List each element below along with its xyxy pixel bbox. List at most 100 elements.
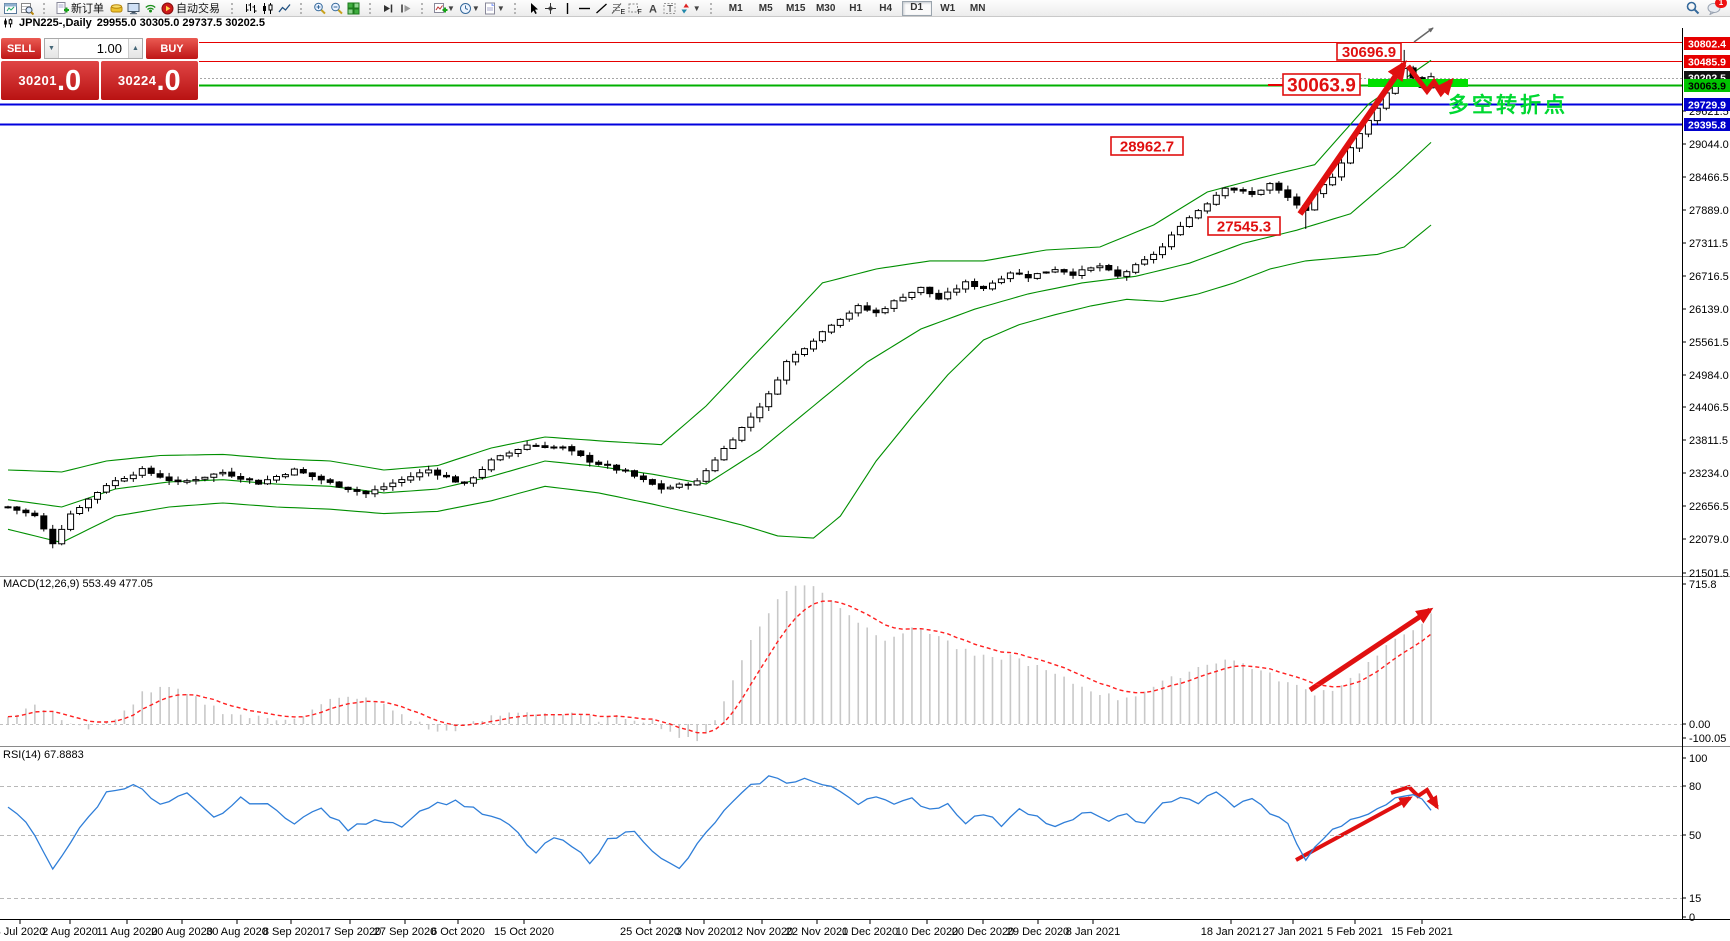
svg-text:-100.05: -100.05 [1689, 733, 1726, 745]
candlestick-chart-icon[interactable] [259, 1, 276, 16]
price-annotation-boxes[interactable]: 30696.9 30063.9 28962.7 27545.3 [1110, 42, 1402, 236]
cn-annotation-text[interactable]: 多空转折点 [1448, 93, 1568, 117]
indicators-icon[interactable] [432, 1, 449, 16]
signal-icon[interactable] [142, 1, 159, 16]
volume-increase-button[interactable]: ▲ [128, 39, 142, 58]
text-tool-icon[interactable]: A [644, 1, 661, 16]
bar-chart-icon[interactable] [242, 1, 259, 16]
gold-icon[interactable] [108, 1, 125, 16]
svg-text:27 Jan 2021: 27 Jan 2021 [1263, 926, 1324, 938]
chevron-down-icon[interactable]: ▼ [692, 3, 701, 13]
drawn-arrows[interactable] [1295, 27, 1454, 862]
svg-text:17 Sep 2020: 17 Sep 2020 [319, 926, 381, 938]
svg-text:21501.5: 21501.5 [1689, 568, 1729, 580]
sell-button[interactable]: SELL [1, 38, 41, 59]
svg-text:22079.0: 22079.0 [1689, 534, 1729, 546]
svg-text:3 Jul 2020: 3 Jul 2020 [0, 926, 45, 938]
horizontal-line-tool-icon[interactable] [576, 1, 593, 16]
toolbar-grip [369, 2, 375, 14]
toolbar-grip [231, 2, 237, 14]
svg-text:24406.5: 24406.5 [1689, 402, 1729, 414]
svg-text:30485.9: 30485.9 [1688, 57, 1726, 69]
new-order-label[interactable]: 新订单 [71, 3, 104, 15]
fibonacci-tool-icon[interactable]: E [610, 1, 627, 16]
timeframe-M15[interactable]: M15 [785, 2, 806, 14]
autotrade-label[interactable]: 自动交易 [176, 3, 220, 15]
channel-tool-icon[interactable]: F [627, 1, 644, 16]
search-icon[interactable] [1684, 1, 1701, 16]
svg-text:22 Nov 2020: 22 Nov 2020 [786, 926, 848, 938]
sell-price-box[interactable]: 30201 .0 [1, 61, 99, 100]
buy-price-box[interactable]: 30224 .0 [100, 61, 198, 100]
buy-price-main: 30224 [117, 73, 157, 88]
svg-text:8 Jan 2021: 8 Jan 2021 [1066, 926, 1120, 938]
chart-window-icon[interactable] [2, 1, 19, 16]
svg-text:29729.9: 29729.9 [1688, 100, 1726, 112]
notifications-icon[interactable]: 1 [1706, 0, 1727, 16]
notification-badge: 1 [1715, 0, 1727, 8]
timeframe-D1[interactable]: D1 [901, 0, 932, 16]
market-watch-icon[interactable] [19, 1, 36, 16]
text-label-tool-icon[interactable]: T [661, 1, 678, 16]
periods-icon[interactable] [457, 1, 474, 16]
volume-decrease-button[interactable]: ▼ [45, 39, 59, 58]
chart-shift-icon[interactable] [397, 1, 414, 16]
toolbar-grip [43, 2, 49, 14]
svg-text:1 Dec 2020: 1 Dec 2020 [842, 926, 898, 938]
line-chart-icon[interactable] [276, 1, 293, 16]
tile-windows-icon[interactable] [345, 1, 362, 16]
chevron-down-icon[interactable]: ▼ [496, 3, 505, 13]
svg-text:11 Aug 2020: 11 Aug 2020 [97, 926, 158, 938]
cursor-icon[interactable] [525, 1, 542, 16]
toolbar-grip [513, 2, 520, 14]
volume-input[interactable]: 1.00 [96, 41, 122, 56]
chevron-down-icon[interactable]: ▼ [447, 3, 455, 13]
trendline-tool-icon[interactable] [593, 1, 610, 16]
timeframe-M5[interactable]: M5 [758, 2, 773, 14]
svg-text:18 Jan 2021: 18 Jan 2021 [1201, 926, 1262, 938]
svg-text:20 Aug 2020: 20 Aug 2020 [151, 926, 213, 938]
chevron-down-icon[interactable]: ▼ [471, 3, 480, 13]
vertical-line-tool-icon[interactable] [559, 1, 576, 16]
timeframe-M1[interactable]: M1 [728, 2, 743, 14]
new-order-icon[interactable] [54, 1, 71, 16]
terminal-icon[interactable] [125, 1, 142, 16]
template-icon[interactable] [482, 1, 499, 16]
zoom-out-icon[interactable] [328, 1, 345, 16]
timeframe-MN[interactable]: MN [969, 2, 986, 14]
chart-mini-icon [4, 18, 13, 28]
svg-text:30063.9: 30063.9 [1287, 75, 1356, 96]
autotrade-icon[interactable] [159, 1, 176, 16]
timeframe-H1[interactable]: H1 [849, 2, 863, 14]
svg-text:2 Aug 2020: 2 Aug 2020 [42, 926, 98, 938]
svg-text:50: 50 [1689, 830, 1701, 842]
rsi-indicator-label: RSI(14) 67.8883 [3, 749, 84, 761]
svg-text:30063.9: 30063.9 [1688, 81, 1726, 93]
svg-text:12 Nov 2020: 12 Nov 2020 [731, 926, 793, 938]
svg-text:29 Dec 2020: 29 Dec 2020 [1007, 926, 1069, 938]
svg-text:10 Dec 2020: 10 Dec 2020 [896, 926, 958, 938]
timeframe-M30[interactable]: M30 [815, 2, 836, 14]
timeframe-H4[interactable]: H4 [879, 2, 893, 14]
buy-button[interactable]: BUY [146, 38, 198, 59]
svg-text:28466.5: 28466.5 [1689, 172, 1729, 184]
zoom-in-icon[interactable] [311, 1, 328, 16]
crosshair-icon[interactable] [542, 1, 559, 16]
svg-text:22656.5: 22656.5 [1689, 501, 1729, 513]
svg-text:23234.0: 23234.0 [1689, 468, 1729, 480]
timeframe-W1[interactable]: W1 [940, 2, 956, 14]
scroll-to-end-icon[interactable] [380, 1, 397, 16]
svg-text:15: 15 [1689, 893, 1701, 905]
svg-text:27311.5: 27311.5 [1689, 238, 1728, 250]
svg-text:24984.0: 24984.0 [1689, 370, 1729, 382]
svg-text:100: 100 [1689, 753, 1707, 765]
svg-text:6 Oct 2020: 6 Oct 2020 [431, 926, 485, 938]
arrows-tool-icon[interactable] [678, 1, 695, 16]
buy-price-fraction: .0 [156, 64, 181, 97]
one-click-trading-panel: SELL ▼ 1.00 ▲ BUY 30201 .0 30224 .0 [0, 37, 199, 102]
svg-text:0.00: 0.00 [1689, 719, 1710, 731]
chart-window-header: JPN225-,Daily 29955.0 30305.0 29737.5 30… [3, 17, 265, 29]
